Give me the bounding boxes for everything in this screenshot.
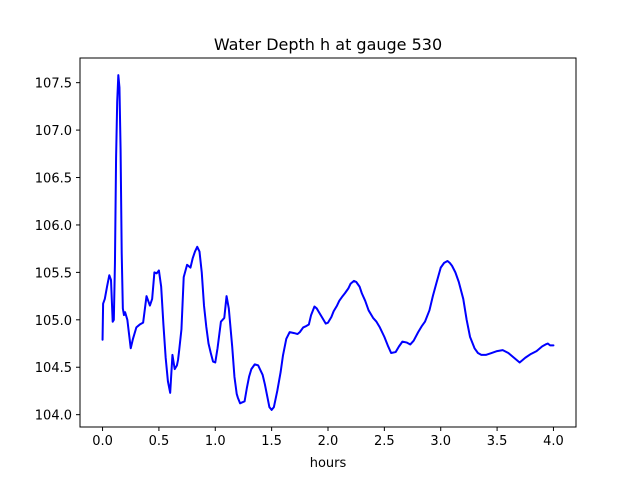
x-tick-label: 1.5 [261, 434, 282, 449]
x-tick-label: 3.5 [487, 434, 508, 449]
x-tick-label: 0.0 [92, 434, 113, 449]
x-tick-label: 4.0 [543, 434, 564, 449]
x-tick-label: 0.5 [149, 434, 170, 449]
x-tick-label: 3.0 [430, 434, 451, 449]
series-group [101, 74, 555, 411]
plot-frame [79, 57, 577, 428]
y-tick-label: 105.0 [35, 314, 72, 329]
chart-title: Water Depth h at gauge 530 [214, 35, 442, 54]
y-axis-ticks: 104.0 104.5 105.0 105.5 106.0 106.5 107.0 107.5 [35, 77, 80, 424]
y-tick-label: 105.5 [35, 266, 72, 281]
x-tick-label: 2.5 [374, 434, 395, 449]
y-tick-label: 107.0 [35, 124, 72, 139]
x-axis-label: hours [310, 456, 347, 471]
x-tick-label: 2.0 [318, 434, 339, 449]
x-axis-ticks: 0.0 0.5 1.0 1.5 2.0 2.5 3.0 3.5 4.0 [92, 427, 564, 449]
y-tick-label: 106.0 [35, 219, 72, 234]
series-line-0 [101, 74, 555, 411]
y-tick-label: 107.5 [35, 77, 72, 92]
y-tick-label: 104.0 [35, 409, 72, 424]
y-tick-label: 106.5 [35, 172, 72, 187]
y-tick-label: 104.5 [35, 361, 72, 376]
x-tick-label: 1.0 [205, 434, 226, 449]
